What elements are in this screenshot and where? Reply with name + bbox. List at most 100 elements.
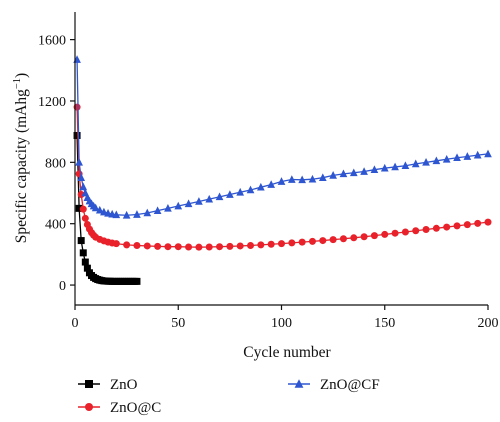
data-point: [133, 210, 141, 218]
x-tick-label: 100: [271, 316, 292, 331]
data-point: [153, 206, 162, 214]
data-point: [236, 187, 245, 196]
data-point: [133, 241, 141, 249]
data-point: [287, 175, 296, 183]
data-point: [91, 203, 100, 212]
data-point: [112, 240, 120, 248]
data-point: [195, 243, 203, 251]
data-point: [298, 175, 306, 184]
y-axis-title-superscript: −1: [12, 78, 23, 89]
data-point: [154, 242, 162, 250]
x-axis-title: Cycle number: [243, 344, 331, 361]
data-point: [463, 221, 471, 229]
x-tick-label: 150: [374, 316, 395, 331]
data-point: [267, 240, 275, 248]
y-axis-title: Specific capacity (mAhg−1): [12, 73, 30, 243]
series-line: [76, 59, 489, 216]
data-point: [75, 204, 83, 212]
data-point: [463, 152, 472, 160]
y-axis-title-main: Specific capacity (mAhg: [13, 89, 30, 243]
data-point: [277, 177, 286, 185]
data-point: [226, 242, 234, 250]
legend-item: ZnO: [78, 377, 138, 393]
legend-label: ZnO: [110, 377, 138, 393]
data-point: [319, 237, 327, 245]
data-point: [370, 232, 378, 240]
data-point: [288, 239, 296, 247]
data-point: [257, 182, 265, 191]
data-point: [236, 242, 244, 250]
data-point: [174, 201, 183, 210]
data-point: [432, 224, 440, 232]
data-point: [195, 197, 203, 205]
series-ZnO: [73, 131, 141, 285]
data-point: [112, 210, 121, 219]
legend-item: ZnO@CF: [288, 377, 380, 393]
legend-item: ZnO@C: [78, 400, 161, 416]
data-point: [123, 241, 131, 249]
data-point: [308, 237, 316, 245]
data-point: [164, 204, 172, 212]
data-point: [79, 249, 87, 257]
data-point: [247, 241, 255, 249]
data-point: [442, 154, 451, 163]
data-point: [77, 237, 85, 245]
data-point: [412, 227, 420, 235]
data-point: [81, 258, 89, 266]
data-point: [77, 173, 86, 182]
data-point: [432, 156, 441, 165]
data-point: [484, 218, 492, 226]
data-point: [391, 229, 399, 237]
data-point: [205, 243, 213, 251]
data-point: [122, 210, 131, 219]
legend-marker: [294, 379, 304, 388]
data-point: [360, 233, 368, 241]
legend: ZnO ZnO@C ZnO@CF: [78, 377, 380, 416]
data-point: [95, 205, 104, 214]
plot-area: [73, 55, 492, 285]
axes: 0 50 100 150 200 0 400 800 1200 1600: [38, 12, 499, 331]
data-point: [81, 214, 89, 222]
data-point: [473, 150, 482, 159]
data-point: [75, 158, 83, 166]
data-point: [370, 165, 379, 174]
data-point: [215, 192, 224, 201]
data-point: [329, 171, 337, 179]
data-point: [453, 222, 461, 230]
data-point: [143, 208, 152, 217]
data-point: [484, 149, 492, 158]
data-point: [205, 194, 214, 203]
data-point: [164, 243, 172, 251]
series-ZnO@C: [73, 103, 492, 251]
data-point: [401, 161, 410, 170]
data-point: [278, 240, 285, 248]
y-axis-title-close: ): [13, 73, 30, 78]
data-point: [422, 226, 430, 234]
data-point: [79, 205, 87, 213]
data-point: [184, 199, 193, 208]
data-point: [73, 55, 81, 63]
data-point: [422, 158, 430, 166]
data-point: [339, 169, 348, 178]
data-point: [267, 180, 276, 188]
legend-marker: [85, 403, 93, 411]
y-tick-label: 0: [59, 279, 66, 294]
series-ZnO@CF: [73, 55, 492, 219]
data-point: [474, 219, 482, 227]
data-point: [216, 243, 224, 251]
x-ticks: 0 50 100 150 200: [72, 305, 499, 331]
data-point: [298, 238, 306, 246]
data-point: [174, 243, 182, 251]
data-point: [257, 241, 265, 249]
data-point: [246, 185, 255, 194]
data-point: [73, 131, 81, 139]
data-point: [226, 190, 234, 198]
data-point: [133, 277, 141, 285]
y-tick-label: 800: [45, 156, 66, 171]
data-point: [329, 236, 337, 244]
data-point: [391, 162, 399, 171]
data-point: [381, 230, 389, 238]
legend-marker: [85, 380, 93, 388]
